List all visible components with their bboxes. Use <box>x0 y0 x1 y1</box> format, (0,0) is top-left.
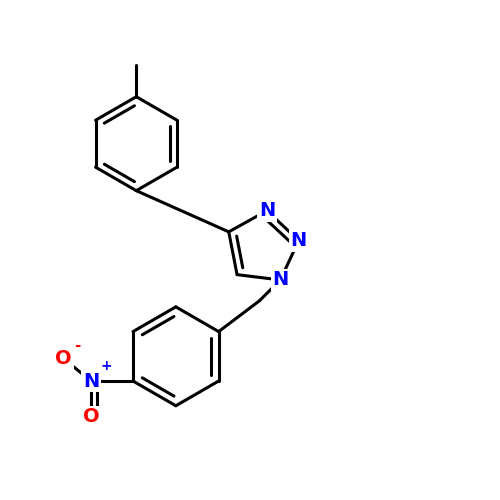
Text: N: N <box>290 231 307 250</box>
Text: O: O <box>82 407 100 426</box>
Text: N: N <box>83 372 99 390</box>
Text: N: N <box>272 270 288 289</box>
Text: -: - <box>74 338 80 353</box>
Text: N: N <box>259 201 275 220</box>
Text: +: + <box>101 359 112 373</box>
Text: O: O <box>56 350 72 368</box>
